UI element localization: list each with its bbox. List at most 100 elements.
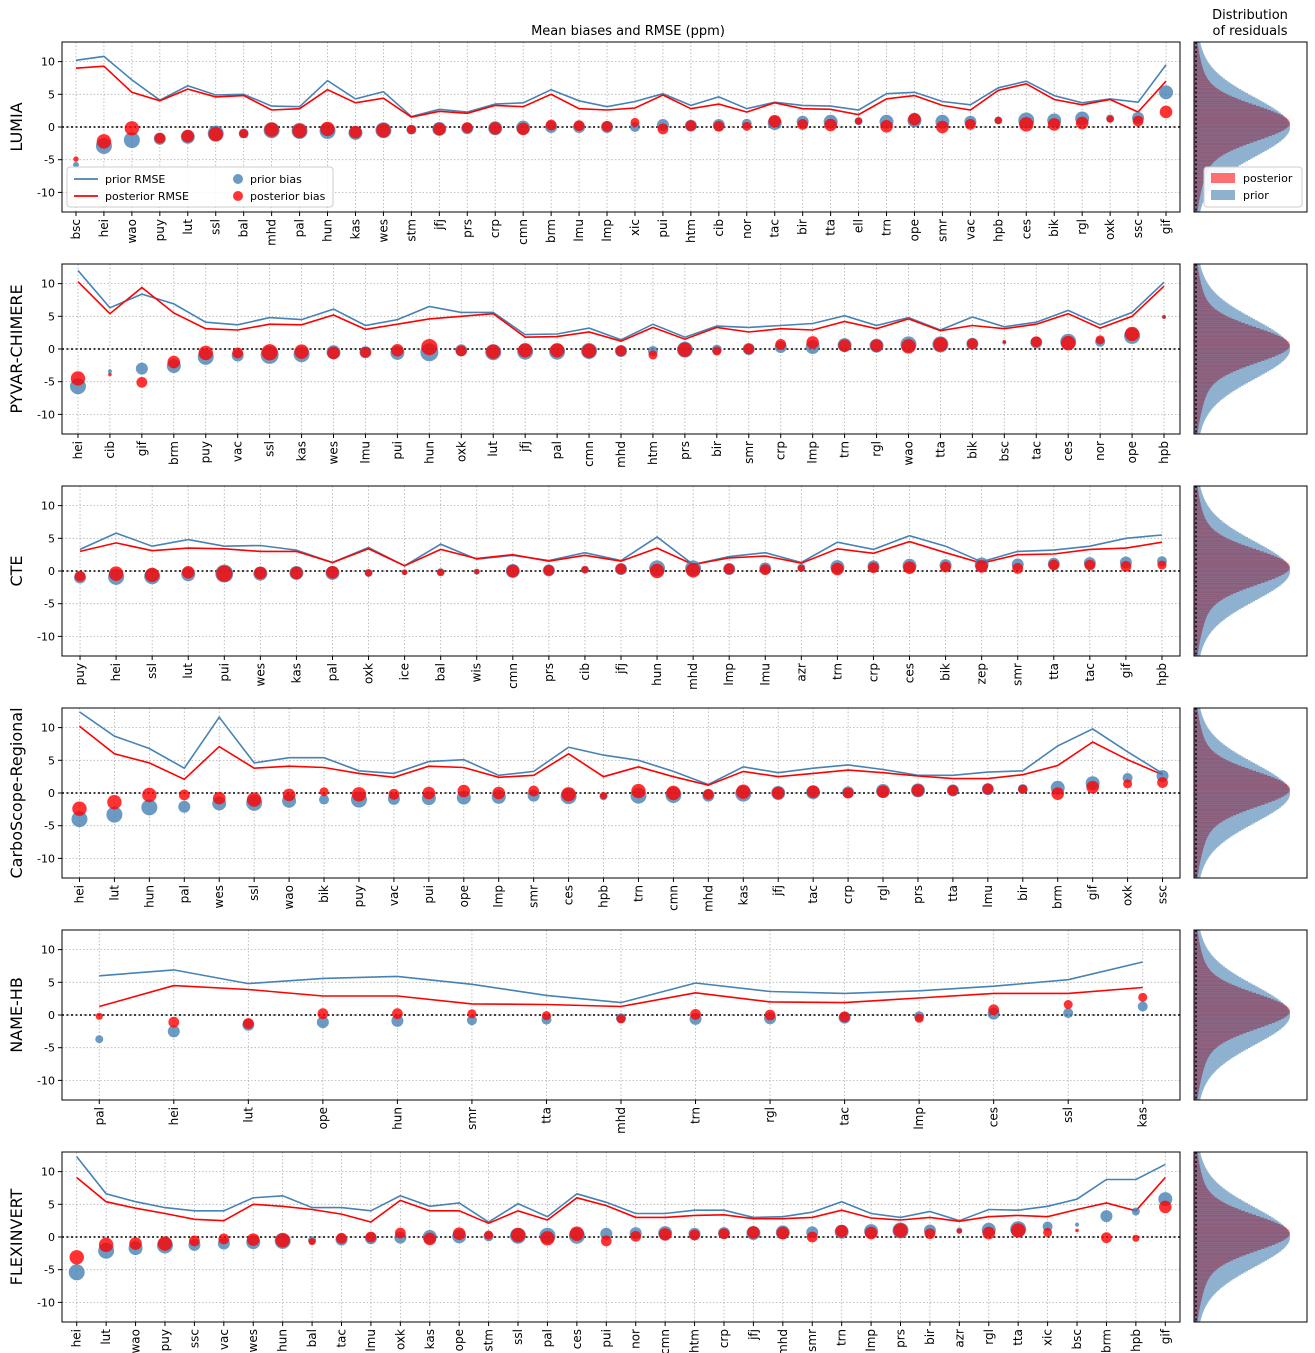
hist-bar-overlap bbox=[1194, 492, 1199, 495]
hist-bar-prior bbox=[1194, 1178, 1214, 1180]
hist-bar-overlap bbox=[1194, 1076, 1202, 1079]
hist-bar-overlap bbox=[1194, 739, 1206, 741]
hist-bar-overlap bbox=[1194, 944, 1201, 946]
hist-bar-overlap bbox=[1194, 362, 1258, 364]
posterior-bias-point bbox=[167, 355, 181, 369]
hist-bar-overlap bbox=[1194, 962, 1206, 965]
hist-bar-prior bbox=[1194, 844, 1221, 846]
hist-bar-overlap bbox=[1194, 68, 1204, 70]
hist-bar-prior bbox=[1194, 1071, 1215, 1073]
hist-bar-overlap bbox=[1194, 87, 1218, 90]
y-axis-label: PYVAR-CHIMERE bbox=[7, 284, 26, 413]
hist-bar-overlap bbox=[1194, 641, 1200, 644]
posterior-bias-point bbox=[797, 118, 809, 130]
hist-bar-prior bbox=[1194, 838, 1227, 841]
x-tick-label: crp bbox=[866, 663, 880, 682]
hist-bar-overlap bbox=[1194, 328, 1260, 330]
posterior-bias-point bbox=[208, 126, 223, 142]
hist-bar-prior bbox=[1194, 307, 1235, 309]
hist-bar-overlap bbox=[1194, 992, 1257, 995]
hist-frame bbox=[1193, 1151, 1308, 1323]
posterior-bias-point bbox=[615, 563, 627, 575]
hist-bar-overlap bbox=[1194, 390, 1209, 393]
posterior-bias-point bbox=[142, 787, 157, 803]
x-tick-label: wes bbox=[212, 885, 226, 908]
posterior-bias-point bbox=[129, 1237, 142, 1250]
posterior-bias-point bbox=[988, 1004, 1000, 1016]
hist-bar-overlap bbox=[1194, 851, 1203, 854]
hist-bar-overlap bbox=[1194, 198, 1200, 201]
y-tick-label: -5 bbox=[44, 820, 55, 833]
hist-bar-prior bbox=[1194, 388, 1237, 390]
hist-bar-overlap bbox=[1194, 104, 1257, 107]
hist-bar-prior bbox=[1194, 1263, 1260, 1265]
hist-bar-prior bbox=[1194, 846, 1218, 849]
prior-bias-point bbox=[167, 1025, 180, 1038]
hist-bar-overlap bbox=[1194, 554, 1271, 556]
x-tick-label: tta bbox=[824, 219, 838, 236]
hist-bar-overlap bbox=[1194, 571, 1288, 573]
hist-bar-overlap bbox=[1194, 1054, 1210, 1056]
posterior-bias-point bbox=[982, 783, 994, 795]
hist-bar-overlap bbox=[1194, 1089, 1199, 1092]
x-tick-label: hun bbox=[321, 219, 335, 242]
posterior-bias-point bbox=[157, 1236, 173, 1251]
hist-bar-prior bbox=[1194, 1073, 1213, 1076]
hist-bar-overlap bbox=[1194, 646, 1199, 649]
x-tick-label: bir bbox=[923, 1329, 937, 1345]
hist-bar-overlap bbox=[1194, 529, 1214, 531]
hist-bar-overlap bbox=[1194, 855, 1202, 858]
hist-bar-overlap bbox=[1194, 397, 1206, 399]
hist-bar-overlap bbox=[1194, 62, 1202, 65]
posterior-bias-point bbox=[903, 561, 916, 575]
hist-bar-prior bbox=[1194, 1295, 1213, 1298]
hist-bar-prior bbox=[1194, 83, 1233, 86]
x-tick-label: wao bbox=[282, 885, 296, 910]
hist-bar-overlap bbox=[1194, 1060, 1207, 1063]
hist-bar-overlap bbox=[1194, 305, 1213, 308]
posterior-bias-point bbox=[391, 344, 404, 357]
hist-bar-overlap bbox=[1194, 57, 1201, 60]
hist-bar-overlap bbox=[1194, 294, 1205, 296]
hist-bar-overlap bbox=[1194, 61, 1202, 64]
hist-bar-prior bbox=[1194, 380, 1251, 382]
hist-bar-prior bbox=[1194, 965, 1224, 967]
x-tick-label: oxk bbox=[1121, 885, 1135, 906]
hist-bar-overlap bbox=[1194, 1000, 1278, 1003]
hist-bar-overlap bbox=[1194, 155, 1221, 158]
hist-bar-overlap bbox=[1194, 170, 1208, 172]
x-tick-label: bsc bbox=[69, 219, 83, 239]
hist-bar-overlap bbox=[1194, 590, 1240, 593]
x-tick-label: tac bbox=[1029, 441, 1043, 460]
hist-bar-overlap bbox=[1194, 1056, 1209, 1059]
hist-bar-overlap bbox=[1194, 65, 1203, 68]
hist-bar-overlap bbox=[1194, 1069, 1204, 1072]
posterior-rmse-line bbox=[79, 725, 1163, 787]
posterior-bias-point bbox=[1063, 1000, 1073, 1010]
x-tick-label: jfj bbox=[518, 441, 532, 453]
posterior-bias-point bbox=[1043, 1227, 1053, 1237]
prior-bias-point bbox=[141, 799, 158, 816]
prior-rmse-line bbox=[99, 961, 1143, 1004]
hist-bar-prior bbox=[1194, 82, 1231, 85]
prior-rmse-line bbox=[77, 269, 1165, 341]
x-tick-label: hun bbox=[422, 441, 436, 464]
hist-bar-overlap bbox=[1194, 384, 1214, 386]
prior-bias-point bbox=[1100, 1210, 1113, 1223]
hist-legend-prior-swatch bbox=[1211, 190, 1235, 200]
hist-bar-overlap bbox=[1194, 1162, 1200, 1165]
hist-bar-overlap bbox=[1194, 172, 1207, 175]
hist-bar-overlap bbox=[1194, 343, 1289, 346]
hist-bar-overlap bbox=[1194, 1204, 1229, 1206]
hist-bar-prior bbox=[1194, 607, 1242, 610]
x-tick-label: puy bbox=[158, 1329, 172, 1351]
hist-bar-prior bbox=[1194, 159, 1248, 162]
hist-bar-prior bbox=[1194, 952, 1211, 954]
hist-bar-prior bbox=[1194, 1183, 1219, 1185]
panel-1: -10 -5 0 5 10 hei cib gif brm puy vac ssl kas wes lmu p… bbox=[7, 263, 1181, 468]
hist-bar-overlap bbox=[1194, 183, 1204, 185]
hist-bar-prior bbox=[1194, 389, 1235, 392]
hist-bar-overlap bbox=[1194, 995, 1264, 997]
hist-bar-overlap bbox=[1194, 409, 1203, 411]
hist-bar-overlap bbox=[1194, 188, 1202, 191]
